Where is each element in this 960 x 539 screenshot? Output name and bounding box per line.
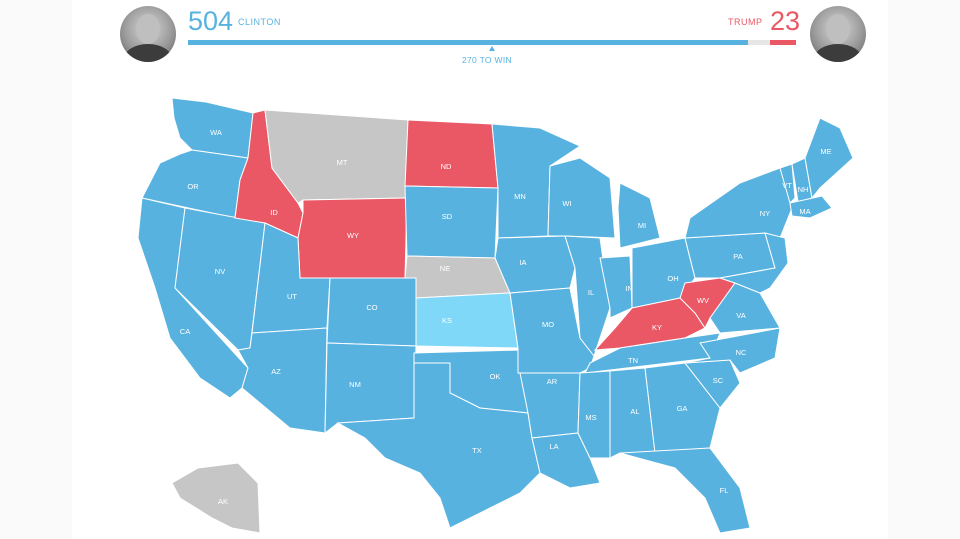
label-AZ: AZ [271,367,281,376]
label-NV: NV [215,267,225,276]
label-ND: ND [441,162,452,171]
state-AK[interactable] [171,462,261,534]
label-ME: ME [820,147,831,156]
us-electoral-map: WA OR CA NV ID MT WY UT AZ CO NM ND SD N… [137,97,854,534]
state-IL[interactable] [564,235,611,358]
label-NE: NE [440,264,450,273]
label-NC: NC [736,348,747,357]
label-ID: ID [270,208,278,217]
state-KS[interactable] [415,292,519,349]
state-IN[interactable] [599,255,633,319]
trump-vote-count: 23 [770,6,801,36]
label-MO: MO [542,320,554,329]
label-OK: OK [490,372,501,381]
label-KS: KS [442,316,452,325]
label-IA: IA [519,258,526,267]
label-VA: VA [736,311,745,320]
state-labels: WA OR CA NV ID MT WY UT AZ CO NM ND SD N… [180,128,832,506]
clinton-bar-fill [188,40,748,45]
state-MI[interactable] [617,182,661,249]
label-AR: AR [547,377,558,386]
clinton-name: CLINTON [238,17,281,27]
label-SD: SD [442,212,453,221]
state-VA[interactable] [709,282,781,334]
label-WI: WI [562,199,571,208]
label-TN: TN [628,356,638,365]
state-NY[interactable] [684,167,793,239]
label-WA: WA [210,128,222,137]
state-GA[interactable] [644,362,721,454]
state-MS[interactable] [577,370,611,459]
state-WI[interactable] [547,157,616,239]
label-NH: NH [798,185,809,194]
state-NC[interactable] [684,327,781,374]
state-TX[interactable] [336,362,541,529]
label-MT: MT [337,158,348,167]
label-NM: NM [349,380,361,389]
label-MI: MI [638,221,646,230]
label-VT: VT [782,181,792,190]
threshold-label: 270 TO WIN [462,55,512,65]
label-SC: SC [713,376,724,385]
label-PA: PA [733,252,742,261]
state-ME[interactable] [804,117,854,200]
label-CO: CO [366,303,377,312]
label-LA: LA [549,442,558,451]
trump-avatar [810,6,866,62]
state-FL[interactable] [619,447,751,534]
state-MA[interactable] [789,195,833,219]
label-NY: NY [760,209,770,218]
state-ND[interactable] [404,119,499,189]
label-OR: OR [187,182,199,191]
trump-bar-fill [770,40,796,45]
label-WY: WY [347,231,359,240]
label-UT: UT [287,292,297,301]
left-margin [0,0,72,539]
state-VT[interactable] [779,163,796,204]
right-margin [888,0,960,539]
label-WV: WV [697,296,709,305]
label-IL: IL [588,288,594,297]
state-NE[interactable] [404,255,511,299]
label-KY: KY [652,323,662,332]
label-FL: FL [720,486,729,495]
state-IA[interactable] [494,235,576,294]
label-IN: IN [625,284,633,293]
label-AL: AL [630,407,639,416]
clinton-vote-count: 504 [188,6,234,36]
state-CO[interactable] [326,277,417,347]
label-GA: GA [677,404,688,413]
label-MS: MS [585,413,596,422]
state-SD[interactable] [404,185,499,259]
threshold-marker-icon [489,46,495,51]
vote-progress-bar [188,40,796,45]
trump-name: TRUMP [728,17,763,27]
label-MA: MA [799,207,810,216]
state-AZ[interactable] [237,327,328,434]
label-AK: AK [218,497,228,506]
clinton-avatar [120,6,176,62]
label-CA: CA [180,327,190,336]
label-OH: OH [667,274,678,283]
label-TX: TX [472,446,482,455]
state-NJ-DE-MD [719,232,789,294]
label-MN: MN [514,192,526,201]
